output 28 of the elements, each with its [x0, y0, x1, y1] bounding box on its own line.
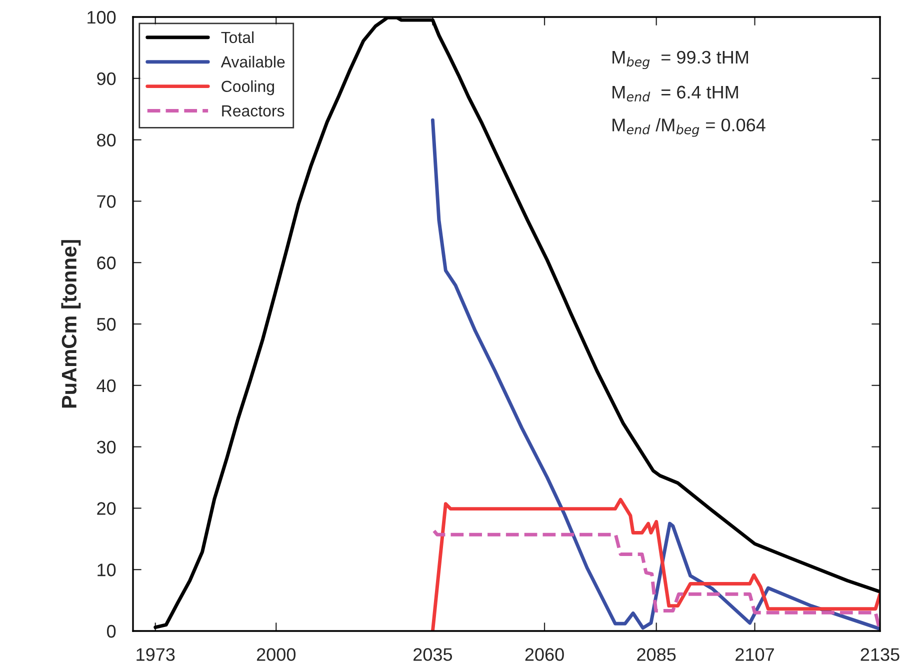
annotation: M$_{end}$ /M$_{beg}$ = 0.064 — [612, 118, 766, 137]
y-tick-label: 60 — [97, 256, 116, 270]
line-series — [430, 498, 880, 631]
legend-label: Cooling — [222, 80, 274, 96]
y-tick-label: 70 — [97, 195, 116, 208]
x-tick-label: 2060 — [525, 648, 564, 661]
legend-label: Available — [220, 56, 285, 68]
x-tick-label: 2085 — [637, 648, 676, 661]
legend-label: Total — [221, 31, 254, 44]
legend-label: Reactors — [222, 105, 284, 117]
y-axis-title: PuAmCm [tonne] — [61, 240, 81, 408]
x-tick-label: 1973 — [136, 648, 175, 661]
annotation: M$_{beg}$ = 99.3 tHM — [612, 50, 748, 70]
x-tick-label: 2000 — [256, 648, 296, 661]
line-series — [430, 118, 880, 631]
y-tick-label: 50 — [96, 318, 116, 331]
y-tick-label: 40 — [96, 379, 116, 392]
y-tick-label: 100 — [88, 10, 116, 24]
y-tick-label: 10 — [98, 564, 116, 576]
x-tick-label: 2035 — [414, 648, 452, 661]
y-tick-label: 80 — [97, 134, 116, 147]
y-tick-label: 20 — [97, 502, 116, 515]
annotation: M$_{end}$ = 6.4 tHM — [612, 86, 738, 102]
y-tick-label: 30 — [96, 440, 116, 454]
x-tick-label: 2135 — [860, 648, 900, 661]
x-tick-label: 2107 — [736, 648, 774, 661]
y-tick-label: 90 — [97, 72, 116, 86]
y-tick-label: 0 — [107, 624, 116, 638]
